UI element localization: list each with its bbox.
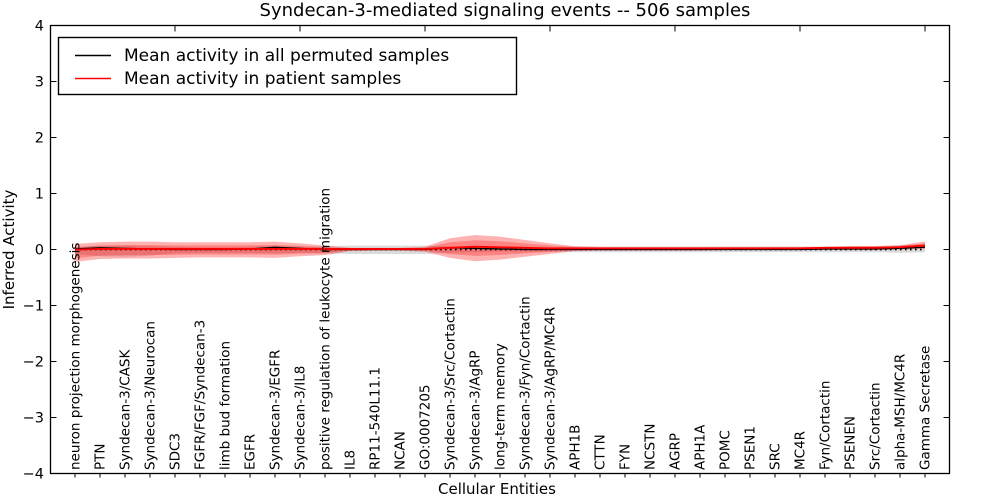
x-tick-label: Syndecan-3/AgRP bbox=[468, 350, 484, 470]
plot-area bbox=[49, 24, 951, 475]
y-tick-label: −2 bbox=[23, 355, 44, 371]
y-tick-label: −4 bbox=[23, 467, 44, 483]
x-tick-label: neuron projection morphogenesis bbox=[68, 243, 84, 470]
y-tick-label: 4 bbox=[35, 19, 44, 35]
x-tick-label: PTN bbox=[93, 444, 109, 471]
x-tick-label: NCSTN bbox=[643, 424, 659, 470]
x-tick-label: Syndecan-3/IL8 bbox=[293, 366, 309, 470]
x-tick-label: PSEN1 bbox=[743, 426, 759, 470]
x-tick-label: MC4R bbox=[793, 431, 809, 470]
x-axis-label: Cellular Entities bbox=[438, 480, 556, 498]
legend-label: Mean activity in all permuted samples bbox=[124, 46, 449, 66]
x-tick-label: EGFR bbox=[243, 434, 259, 470]
y-tick-label: −1 bbox=[23, 299, 44, 315]
x-tick-label: Syndecan-3/Src/Cortactin bbox=[443, 298, 459, 470]
y-tick-label: −3 bbox=[23, 411, 44, 427]
x-tick-label: Syndecan-3/Neurocan bbox=[143, 321, 159, 470]
x-tick-label: AGRP bbox=[668, 433, 684, 470]
x-tick-label: SDC3 bbox=[168, 433, 184, 470]
y-axis-label: Inferred Activity bbox=[0, 189, 18, 309]
x-tick-label: FGFR/FGF/Syndecan-3 bbox=[193, 320, 209, 470]
x-tick-label: GO:0007205 bbox=[418, 384, 434, 470]
x-tick-labels: neuron projection morphogenesis PTN Syndec… bbox=[68, 188, 934, 470]
x-tick-label: limb bud formation bbox=[218, 341, 234, 470]
x-tick-label: SRC bbox=[768, 443, 784, 470]
y-tick-labels: 4 3 2 1 0 −1 −2 −3 −4 bbox=[23, 19, 44, 483]
patient-mean-line bbox=[74, 244, 926, 251]
x-tick-label: POMC bbox=[718, 430, 734, 470]
x-tick-label: Syndecan-3/EGFR bbox=[268, 350, 284, 470]
legend: Mean activity in all permuted samples Mea… bbox=[57, 36, 518, 96]
x-tick-label: PSENEN bbox=[843, 416, 859, 470]
axis-ticks bbox=[50, 25, 950, 478]
x-tick-label: positive regulation of leukocyte migrati… bbox=[318, 188, 334, 470]
x-tick-label: alpha-MSH/MC4R bbox=[893, 354, 909, 470]
x-tick-label: long-term memory bbox=[493, 343, 509, 470]
y-tick-label: 0 bbox=[35, 243, 44, 259]
legend-label: Mean activity in patient samples bbox=[124, 69, 401, 89]
chart-title: Syndecan-3-mediated signaling events -- … bbox=[260, 0, 751, 21]
x-tick-label: Fyn/Cortactin bbox=[818, 381, 834, 470]
x-tick-label: RP11-540L11.1 bbox=[368, 367, 384, 470]
x-tick-label: NCAN bbox=[393, 431, 409, 470]
x-tick-label: Syndecan-3/AgRP/MC4R bbox=[543, 307, 559, 470]
x-tick-label: IL8 bbox=[343, 450, 359, 470]
x-tick-label: CTTN bbox=[593, 434, 609, 470]
x-tick-label: Gamma Secretase bbox=[918, 346, 934, 470]
x-tick-label: Src/Cortactin bbox=[868, 382, 884, 470]
y-tick-label: 1 bbox=[35, 187, 44, 203]
x-tick-label: Syndecan-3/Fyn/Cortactin bbox=[518, 296, 534, 470]
x-tick-label: Syndecan-3/CASK bbox=[118, 349, 134, 470]
x-tick-label: APH1A bbox=[693, 424, 709, 470]
x-tick-label: APH1B bbox=[568, 425, 584, 470]
x-tick-label: FYN bbox=[618, 444, 634, 470]
legend-box bbox=[57, 36, 518, 96]
y-tick-label: 2 bbox=[35, 131, 44, 147]
y-tick-label: 3 bbox=[35, 75, 44, 91]
